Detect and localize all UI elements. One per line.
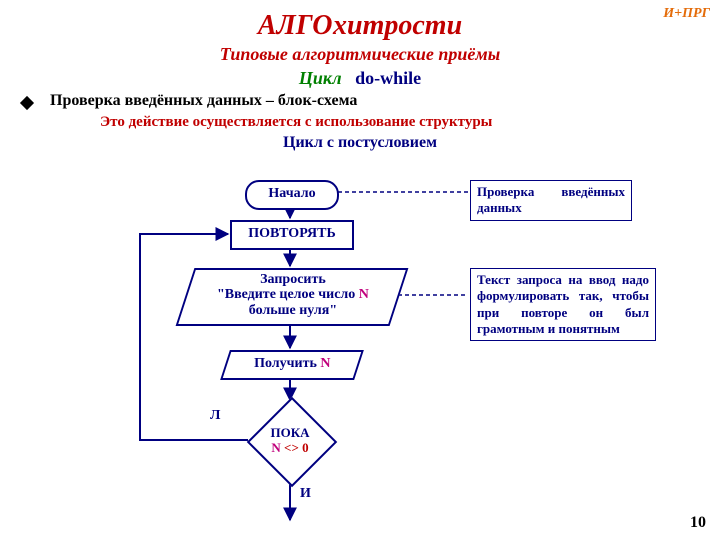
explain-line: Это действие осуществляется с использова… bbox=[100, 114, 492, 131]
subtitle: Типовые алгоритмические приёмы bbox=[0, 44, 720, 65]
bullet-diamond-icon bbox=[20, 96, 34, 110]
bullet-text: Проверка введённых данных – блок-схема bbox=[50, 92, 357, 110]
main-title: АЛГОхитрости bbox=[0, 10, 720, 42]
page-number: 10 bbox=[690, 514, 706, 532]
node-get-n: Получить N bbox=[220, 350, 364, 380]
note-prompt-text: Текст запроса на ввод надо формулировать… bbox=[470, 268, 656, 341]
node-repeat: ПОВТОРЯТЬ bbox=[230, 220, 354, 250]
node-request: Запросить "Введите целое число N больше … bbox=[176, 268, 409, 326]
branch-true-label: И bbox=[300, 486, 311, 502]
node-start: Начало bbox=[245, 180, 339, 210]
postcondition-label: Цикл с постусловием bbox=[0, 134, 720, 152]
node-while-label: ПОКА N <> 0 bbox=[240, 426, 340, 456]
cycle-line: Цикл do-while bbox=[0, 68, 720, 89]
branch-false-label: Л bbox=[210, 408, 220, 424]
note-check-data: Проверка введённых данных bbox=[470, 180, 632, 221]
